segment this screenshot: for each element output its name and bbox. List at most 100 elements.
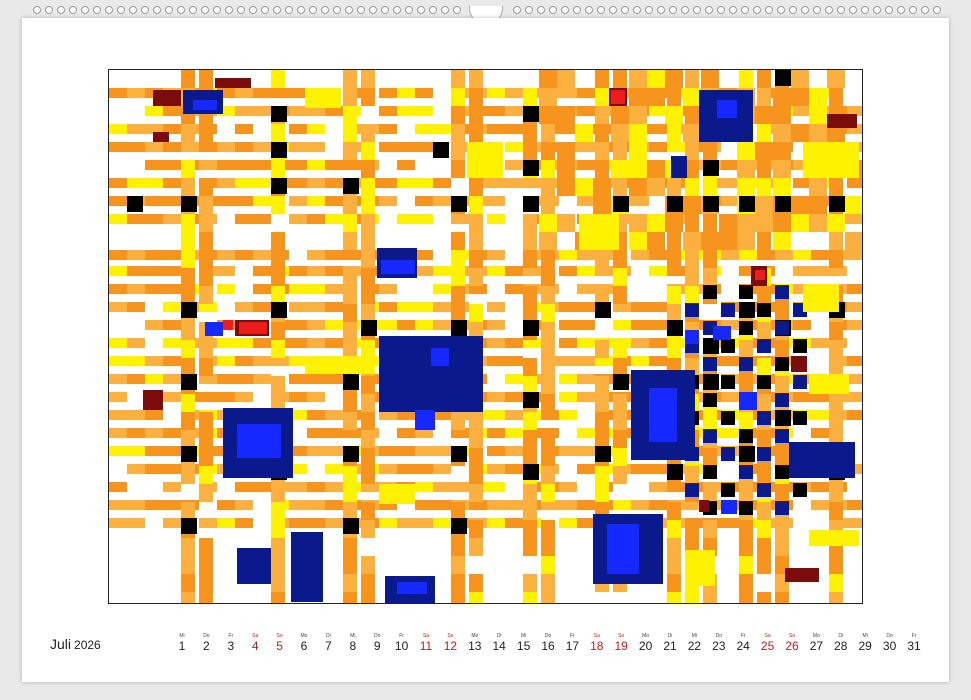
art-block [629,142,647,160]
day-cell: Mi 1 [170,633,194,654]
art-band-cell [361,196,375,214]
art-band-cell [541,538,555,556]
art-band-cell [271,520,285,538]
art-band-cell [829,484,843,502]
art-block [539,88,557,106]
art-checker [793,375,807,389]
art-band-cell [325,214,343,224]
art-band-cell [343,322,357,340]
art-band-cell [703,142,717,160]
art-band-cell [343,142,357,160]
art-band-cell [757,160,771,178]
art-band-cell [127,356,145,366]
art-band-cell [289,124,307,134]
art-band-cell [325,518,343,528]
art-band-cell [523,574,537,592]
art-block [539,232,557,250]
art-red-block [215,78,251,88]
art-band-cell [109,266,127,276]
day-cell: Mi 29 [853,633,877,654]
weekday-label: Di [496,633,502,639]
art-band-cell [325,178,343,188]
art-band-cell [307,518,325,528]
art-band-cell [361,574,375,592]
art-band-cell [649,250,667,260]
art-band-cell [235,196,253,206]
art-band-cell [127,374,145,384]
art-band-cell [847,410,862,420]
day-number: 16 [541,639,555,653]
art-band-cell [361,124,375,142]
art-band-cell [307,142,325,152]
art-band-cell [379,464,397,474]
day-number: 27 [809,639,824,653]
art-band-cell [433,500,451,510]
art-band-cell [415,464,433,474]
art-block [827,214,845,232]
weekday-label: Di [667,633,673,639]
art-band-cell [757,502,771,520]
binding-ring [513,6,521,14]
art-band-cell [469,574,483,592]
month-name: Juli [50,636,72,652]
art-band-cell [685,178,699,196]
art-band-cell [163,518,181,528]
art-band-cell [775,484,789,502]
art-block [773,142,791,160]
art-black-square [343,518,359,534]
art-band-cell [307,446,325,456]
art-band-cell [235,500,253,510]
art-band-cell [577,284,595,294]
art-block [737,142,755,160]
art-band-cell [631,302,649,312]
art-band-cell [325,410,343,420]
art-band-cell [469,466,483,484]
art-band-cell [289,374,307,384]
art-band-cell [217,338,235,348]
binding-ring [201,6,209,14]
art-band-cell [433,178,451,188]
art-band-cell [487,428,505,438]
art-band-cell [829,322,843,340]
art-band-cell [505,446,523,456]
art-block [557,214,575,232]
art-band-cell [217,250,235,260]
art-band-cell [343,106,357,124]
art-band-cell [397,464,415,474]
art-band-cell [343,592,357,603]
art-black-square [703,196,719,212]
art-band-cell [649,338,667,348]
art-red-block [785,568,819,582]
day-number: 25 [760,639,775,653]
binding-ring [405,6,413,14]
art-checker [757,375,771,389]
art-band-cell [829,394,843,412]
art-block [773,232,791,250]
art-band-cell [109,446,127,456]
art-band-cell [703,448,717,466]
art-band-cell [181,466,195,484]
weekday-label: So [276,633,283,639]
art-band-cell [757,124,771,142]
art-yellow-patch [809,530,859,546]
art-band-cell [757,88,771,106]
art-band-cell [343,214,357,232]
art-band-cell [433,482,451,492]
art-band-cell [415,250,433,260]
art-band-cell [469,520,483,538]
binding-ring [897,6,905,14]
art-band-cell [451,250,465,268]
art-block [683,124,701,142]
day-number: 11 [419,639,433,653]
art-band-cell [397,410,415,420]
art-band-cell [847,302,862,312]
art-band-cell [523,448,537,466]
weekday-label: Sa [593,633,600,639]
art-yellow-patch [803,284,839,312]
art-band-cell [523,358,537,376]
art-band-cell [775,520,789,538]
day-cell: Sa 4 [243,633,267,654]
binding-ring [537,6,545,14]
art-band-cell [307,106,325,116]
art-band-cell [415,196,433,206]
